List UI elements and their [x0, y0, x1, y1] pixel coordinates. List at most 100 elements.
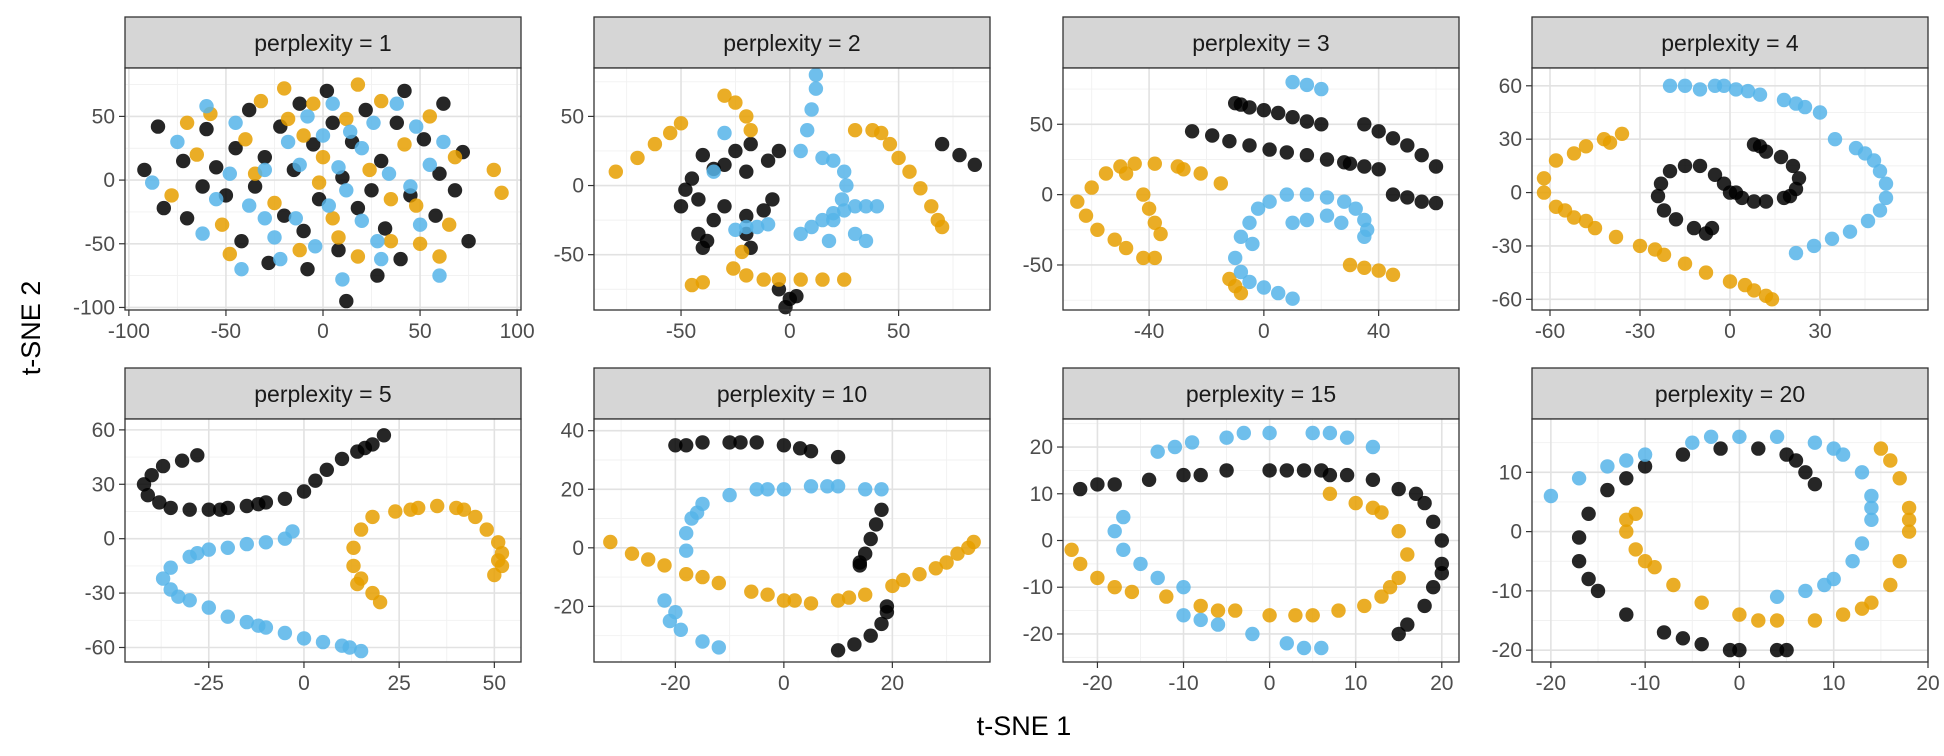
- x-tick-label: -50: [211, 320, 241, 343]
- data-point: [1299, 212, 1315, 228]
- data-point: [199, 99, 214, 114]
- data-point: [826, 212, 841, 228]
- data-point: [863, 628, 878, 643]
- y-tick-label: -100: [73, 296, 115, 319]
- data-point: [156, 200, 171, 216]
- data-point: [874, 482, 889, 497]
- data-point: [334, 451, 350, 467]
- data-point: [1571, 471, 1587, 486]
- data-point: [1694, 595, 1709, 610]
- data-point: [1677, 78, 1693, 94]
- data-point: [1233, 229, 1249, 244]
- data-point: [673, 116, 689, 131]
- y-tick-label: 50: [1030, 113, 1053, 136]
- data-point: [239, 536, 254, 552]
- data-point: [1536, 185, 1552, 200]
- data-point: [1788, 453, 1804, 468]
- x-tick-label: 50: [887, 320, 910, 343]
- data-point: [771, 272, 787, 287]
- data-point: [749, 482, 764, 497]
- data-point: [364, 183, 379, 198]
- data-point: [267, 230, 282, 245]
- data-point: [137, 162, 152, 178]
- data-point: [760, 482, 775, 497]
- data-point: [967, 157, 982, 172]
- data-point: [242, 102, 257, 118]
- data-point: [331, 230, 346, 245]
- data-point: [1107, 232, 1122, 247]
- data-point: [952, 147, 967, 163]
- data-point: [409, 119, 424, 134]
- data-point: [750, 219, 765, 235]
- data-point: [280, 111, 296, 127]
- data-point: [743, 136, 758, 152]
- x-tick-label: -30: [1625, 320, 1655, 343]
- data-point: [1668, 212, 1684, 227]
- data-point: [1864, 500, 1879, 516]
- data-point: [1737, 277, 1753, 293]
- data-point: [717, 88, 732, 103]
- data-point: [830, 593, 846, 608]
- data-point: [1279, 463, 1295, 478]
- data-point: [1210, 603, 1226, 618]
- data-point: [277, 208, 292, 223]
- data-point: [432, 268, 447, 283]
- data-point: [292, 96, 307, 111]
- data-point: [858, 233, 874, 249]
- data-point: [383, 192, 399, 207]
- data-point: [306, 137, 321, 152]
- data-point: [1788, 245, 1804, 261]
- y-tick-label: 50: [92, 105, 115, 128]
- data-point: [1193, 467, 1208, 483]
- x-tick-label: 30: [1808, 320, 1831, 343]
- data-point: [1746, 194, 1762, 209]
- data-point: [1288, 608, 1303, 623]
- y-tick-label: 60: [92, 419, 115, 442]
- data-point: [1854, 536, 1870, 551]
- data-point: [1184, 435, 1200, 450]
- data-point: [354, 213, 369, 228]
- data-point: [1619, 512, 1634, 527]
- facet-panel: perplexity = 3 -40 0 40 -50 0 50: [1023, 16, 1460, 343]
- data-point: [325, 96, 340, 111]
- data-point: [950, 546, 965, 561]
- data-point: [1571, 554, 1587, 569]
- panel-background: [594, 68, 990, 310]
- y-tick-label: -10: [1492, 580, 1522, 603]
- data-point: [608, 164, 623, 179]
- data-point: [673, 199, 689, 214]
- data-point: [847, 123, 863, 138]
- data-point: [487, 567, 502, 583]
- x-tick-label: 0: [1734, 672, 1746, 695]
- data-point: [292, 157, 307, 172]
- data-point: [1571, 530, 1587, 545]
- data-point: [1078, 208, 1094, 223]
- data-point: [447, 183, 463, 198]
- data-point: [1776, 92, 1792, 108]
- data-point: [214, 217, 230, 232]
- data-point: [1860, 213, 1876, 229]
- data-point: [1647, 242, 1663, 257]
- data-point: [1675, 447, 1691, 462]
- data-point: [1769, 613, 1785, 628]
- data-point: [756, 203, 771, 218]
- x-tick-label: 10: [1344, 672, 1367, 695]
- data-point: [325, 115, 340, 130]
- data-point: [695, 147, 710, 163]
- data-point: [201, 542, 216, 557]
- data-point: [228, 141, 243, 156]
- data-point: [389, 115, 404, 130]
- data-point: [1716, 78, 1732, 94]
- data-point: [1845, 554, 1860, 569]
- data-point: [1348, 495, 1363, 511]
- data-point: [847, 199, 863, 214]
- data-point: [1385, 267, 1401, 282]
- data-point: [339, 111, 354, 127]
- data-point: [257, 162, 272, 178]
- y-tick-label: 10: [1499, 461, 1522, 484]
- x-tick-label: -10: [1168, 672, 1198, 695]
- data-point: [242, 198, 257, 213]
- data-point: [1305, 425, 1320, 441]
- data-point: [668, 605, 683, 620]
- data-point: [1150, 444, 1165, 459]
